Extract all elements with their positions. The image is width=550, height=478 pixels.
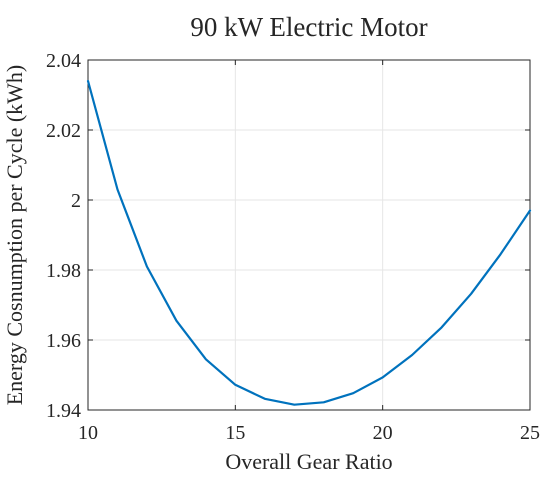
y-tick-label: 1.96: [46, 330, 81, 352]
x-tick-label: 25: [520, 422, 540, 444]
grid-lines: [87, 59, 531, 411]
x-tick-label: 15: [225, 422, 245, 444]
axis-ticks: 10 15 20 25 1.94 1.96 1.98 2 2.02 2.04: [46, 50, 540, 444]
y-tick-label: 2: [71, 190, 81, 212]
x-axis-label: Overall Gear Ratio: [225, 449, 392, 474]
chart-title: 90 kW Electric Motor: [190, 12, 427, 42]
series-line: [86, 79, 532, 406]
y-axis-label: Energy Cosnumption per Cycle (kWh): [2, 65, 27, 406]
y-tick-label: 1.94: [46, 400, 81, 422]
plot-area-frame: [87, 59, 531, 411]
y-tick-label: 1.98: [46, 260, 81, 282]
x-tick-label: 10: [78, 422, 98, 444]
x-tick-label: 20: [373, 422, 393, 444]
series-layer: [86, 79, 532, 406]
y-tick-label: 2.04: [46, 50, 81, 72]
y-tick-label: 2.02: [46, 120, 81, 142]
